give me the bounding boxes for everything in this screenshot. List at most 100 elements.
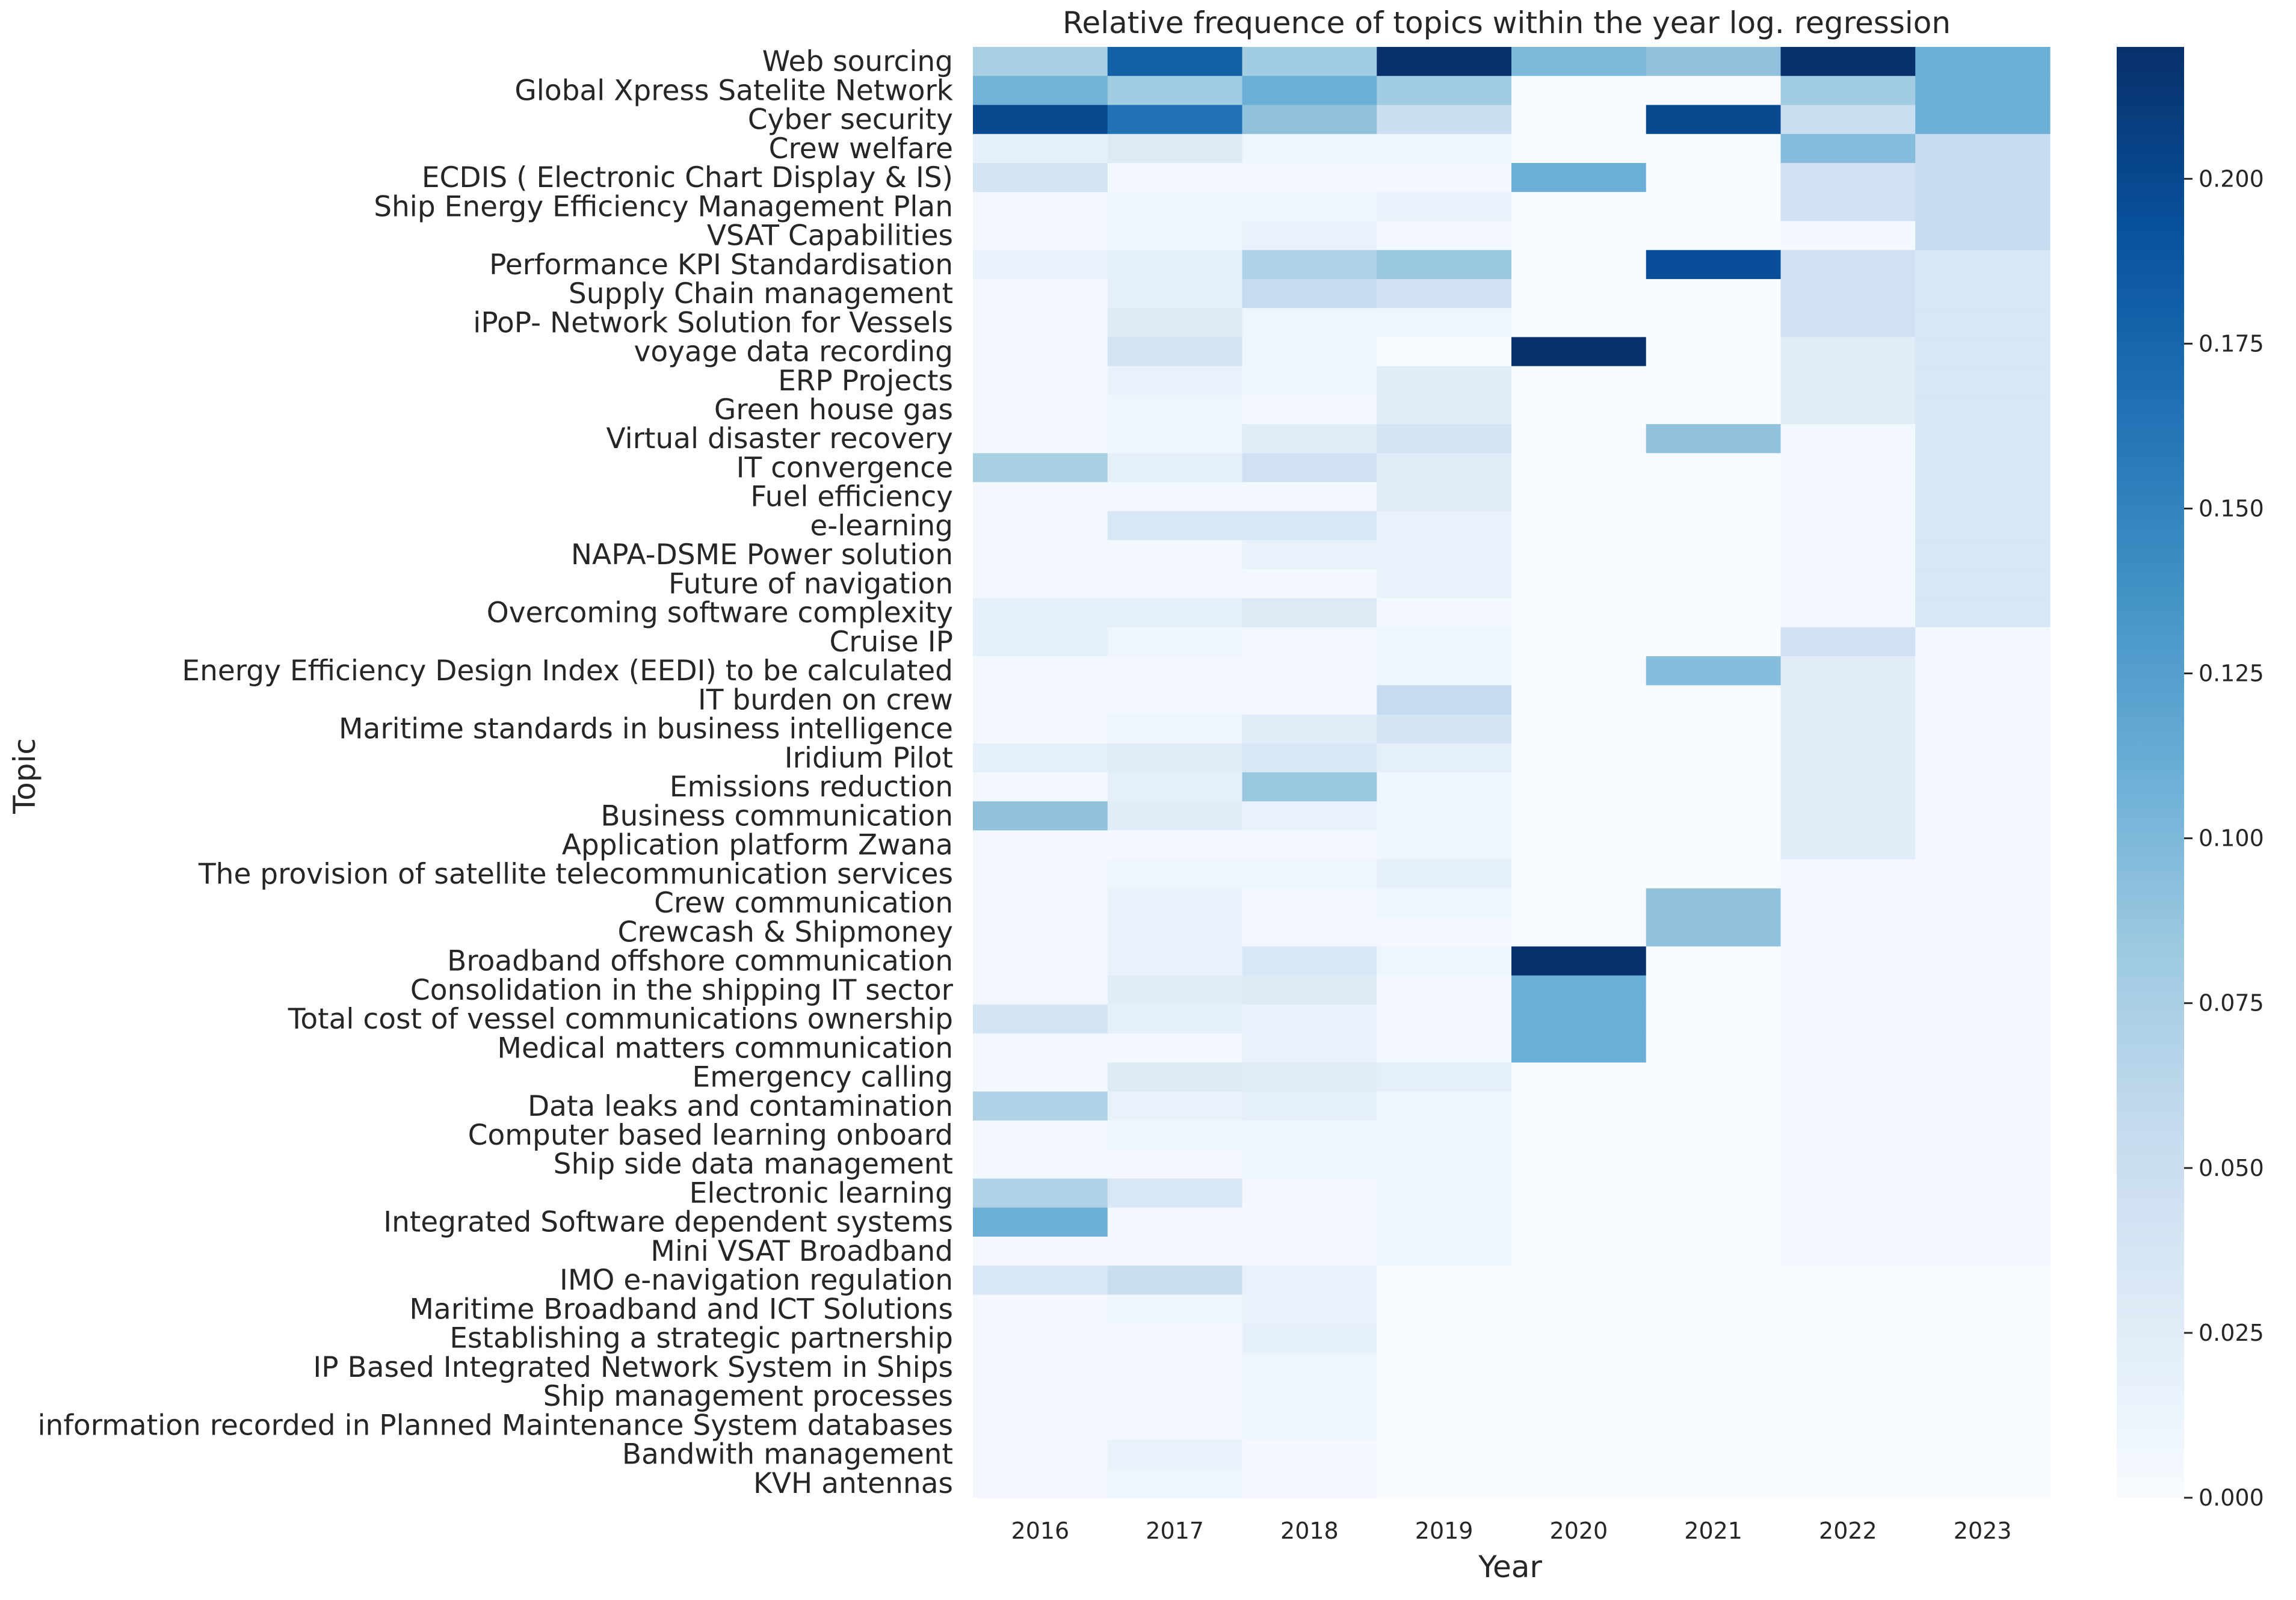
y-tick-label: VSAT Capabilities [707, 220, 953, 253]
heatmap-cell [973, 1033, 1108, 1063]
heatmap-cell [1242, 395, 1377, 425]
heatmap-cell [1107, 76, 1243, 106]
heatmap-cell [1377, 1294, 1512, 1325]
heatmap-cell [973, 1468, 1108, 1498]
heatmap-cell [1780, 830, 1916, 860]
heatmap-cell [1242, 278, 1377, 309]
heatmap-cell [1242, 830, 1377, 860]
colorbar-tick-label: 0.100 [2199, 825, 2264, 852]
y-tick-label: Medical matters communication [497, 1032, 953, 1065]
heatmap-cell [973, 1207, 1108, 1237]
heatmap-cell [973, 540, 1108, 570]
heatmap-cell [1780, 1439, 1916, 1469]
heatmap-cell [1780, 1033, 1916, 1063]
heatmap-cell [1242, 859, 1377, 889]
heatmap-cell [1511, 424, 1647, 454]
heatmap-cell [1107, 801, 1243, 831]
y-tick-label: Supply Chain management [569, 277, 953, 310]
heatmap-cell [1242, 540, 1377, 570]
heatmap-cell [1242, 308, 1377, 337]
heatmap-cell [973, 917, 1108, 947]
heatmap-cell [1646, 1207, 1782, 1237]
heatmap-cell [1646, 801, 1782, 831]
heatmap-cell [973, 888, 1108, 918]
heatmap-cell [1915, 511, 2051, 541]
heatmap-cell [1107, 1352, 1243, 1382]
heatmap-cell [1780, 946, 1916, 976]
y-tick-label: Ship side data management [554, 1148, 953, 1181]
heatmap-cell [1107, 337, 1243, 367]
heatmap-cell [1646, 47, 1782, 76]
x-tick-label: 2022 [1819, 1518, 1877, 1544]
y-tick-label: e-learning [810, 509, 953, 543]
heatmap-cell [1511, 105, 1647, 135]
heatmap-cell [1242, 192, 1377, 222]
y-tick-label: ECDIS ( Electronic Chart Display & IS) [422, 161, 953, 194]
heatmap-cell [1107, 888, 1243, 918]
heatmap-cell [973, 946, 1108, 976]
heatmap-cell [1377, 1266, 1512, 1295]
heatmap-cell [1242, 1236, 1377, 1266]
heatmap-cell [1915, 685, 2051, 715]
heatmap-cell [1780, 685, 1916, 715]
y-tick-label: Data leaks and contamination [528, 1090, 953, 1123]
heatmap-cell [1646, 482, 1782, 512]
heatmap-cell [1915, 801, 2051, 831]
heatmap-cell [973, 743, 1108, 773]
heatmap-cell [1107, 424, 1243, 454]
heatmap-cell [1377, 917, 1512, 947]
heatmap-cell [1780, 1323, 1916, 1353]
heatmap-cell [1511, 250, 1647, 280]
heatmap-cell [1511, 946, 1647, 976]
heatmap-cell [1646, 337, 1782, 367]
heatmap-cell [1377, 395, 1512, 425]
heatmap-cell [1377, 1062, 1512, 1092]
heatmap-cell [1780, 743, 1916, 773]
heatmap-cell [1915, 1207, 2051, 1237]
heatmap-cell [1511, 1382, 1647, 1411]
heatmap-cell [1242, 1411, 1377, 1441]
heatmap-cell [1377, 1033, 1512, 1063]
heatmap-cell [1377, 656, 1512, 686]
heatmap-cell [1780, 1062, 1916, 1092]
y-tick-label: Maritime standards in business intellige… [339, 713, 953, 746]
heatmap-cell [1377, 1236, 1512, 1266]
heatmap-cell [1511, 1004, 1647, 1034]
heatmap-cell [1242, 1004, 1377, 1034]
heatmap-cell [1377, 830, 1512, 860]
heatmap-cell [1377, 1382, 1512, 1411]
heatmap-cell [1915, 1382, 2051, 1411]
heatmap-cell [1511, 1207, 1647, 1237]
y-tick-label: Crewcash & Shipmoney [618, 915, 953, 949]
heatmap-cell [973, 395, 1108, 425]
heatmap-cell [1107, 250, 1243, 280]
heatmap-cell [973, 366, 1108, 396]
heatmap-cell [1511, 134, 1647, 164]
heatmap-cell [973, 801, 1108, 831]
heatmap-cell [1780, 76, 1916, 106]
heatmap-cell [1242, 1149, 1377, 1179]
heatmap-cell [1107, 395, 1243, 425]
heatmap-cell [1780, 105, 1916, 135]
heatmap-cell [973, 1149, 1108, 1179]
colorbar: 0.000 0.025 0.050 0.075 0.100 0.125 0.150 0.175… [2117, 47, 2264, 1511]
colorbar-tick-label: 0.125 [2199, 660, 2264, 687]
x-tick-label: 2019 [1415, 1518, 1474, 1544]
heatmap-cell [1511, 975, 1647, 1005]
heatmap-cell [1646, 1439, 1782, 1469]
y-tick-label: Consolidation in the shipping IT sector [410, 974, 954, 1007]
heatmap-cell [1646, 1294, 1782, 1325]
heatmap-cell [1780, 1149, 1916, 1179]
y-tick-label: Broadband offshore communication [447, 945, 953, 978]
heatmap-cell [1511, 685, 1647, 715]
y-tick-label: Virtual disaster recovery [606, 422, 953, 455]
heatmap-cell [973, 192, 1108, 222]
heatmap-cell [1915, 134, 2051, 164]
heatmap-cell [1107, 1062, 1243, 1092]
x-axis-label: Year [1478, 1549, 1542, 1584]
heatmap-cell [1780, 250, 1916, 280]
heatmap-cell [1511, 627, 1647, 657]
heatmap-cell [1377, 743, 1512, 773]
heatmap-cell [1511, 162, 1647, 192]
